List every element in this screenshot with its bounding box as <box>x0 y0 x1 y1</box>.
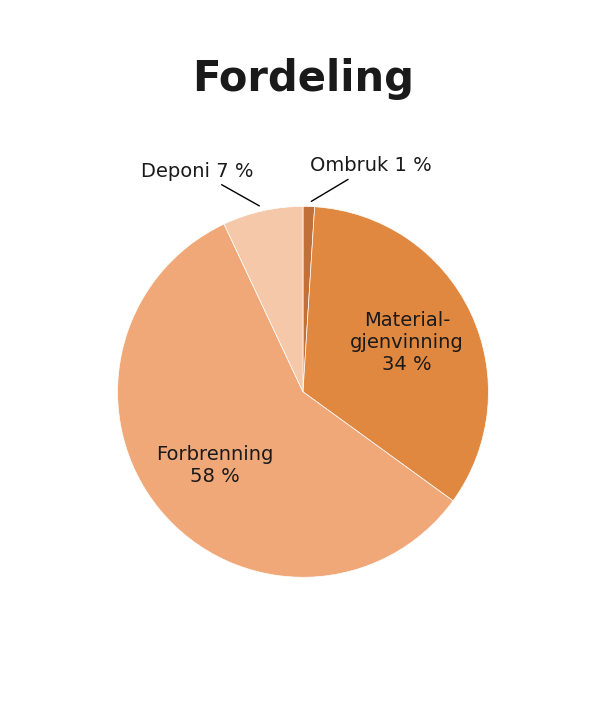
Text: Deponi 7 %: Deponi 7 % <box>141 162 259 206</box>
Text: Material-
gjenvinning
34 %: Material- gjenvinning 34 % <box>350 311 464 374</box>
Wedge shape <box>118 224 453 578</box>
Wedge shape <box>303 206 315 392</box>
Wedge shape <box>303 207 488 501</box>
Wedge shape <box>224 206 303 392</box>
Text: Ombruk 1 %: Ombruk 1 % <box>310 156 432 201</box>
Text: Forbrenning
58 %: Forbrenning 58 % <box>156 445 273 486</box>
Title: Fordeling: Fordeling <box>192 59 414 100</box>
